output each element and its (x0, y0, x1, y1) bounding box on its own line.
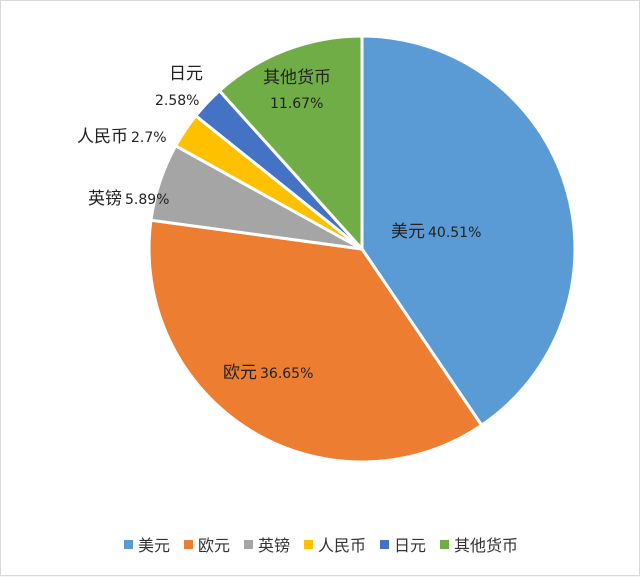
data-label-eur: 欧元 36.65% (223, 363, 313, 383)
legend-label-usd: 美元 (137, 536, 170, 555)
legend-label-other: 其他货币 (454, 536, 519, 555)
data-label-name-gbp: 英镑 (88, 189, 122, 209)
legend-swatch-cny (304, 539, 313, 549)
data-label-name-usd: 美元 (391, 222, 425, 242)
chart-legend: 美元 欧元 英镑 人民币 日元 其他货币 (1, 532, 640, 556)
legend-item-jpy: 日元 (380, 532, 426, 556)
data-label-cny: 人民币 2.7% (77, 127, 167, 147)
data-label-value-eur: 36.65% (260, 366, 313, 382)
legend-item-usd: 美元 (123, 532, 170, 556)
pie-slice-eur (147, 218, 484, 464)
data-label-value-usd: 40.51% (428, 225, 481, 241)
data-label-usd: 美元 40.51% (391, 222, 481, 242)
legend-label-cny: 人民币 (318, 536, 367, 555)
data-label-name-eur: 欧元 (223, 363, 257, 383)
data-label-value-gbp: 5.89% (125, 192, 169, 208)
pie-slice-usd (360, 34, 577, 428)
data-label-name-jpy: 日元 (169, 64, 203, 84)
data-label-value-other: 11.67% (270, 96, 323, 112)
data-label-value-cny: 2.7% (131, 130, 167, 146)
data-label-name-other: 其他货币 (263, 68, 331, 88)
legend-item-other: 其他货币 (440, 532, 518, 556)
legend-item-eur: 欧元 (183, 532, 230, 556)
legend-item-gbp: 英镑 (243, 532, 290, 556)
pie-labels: 美元 40.51% 欧元 36.65% 英镑 5.89% 人民币 2.7% 日元 2.58% 其他货… (77, 64, 481, 383)
data-label-value-jpy: 2.58% (155, 93, 199, 109)
legend-swatch-gbp (243, 539, 253, 549)
legend-swatch-jpy (380, 539, 390, 549)
legend-swatch-other (440, 539, 450, 549)
legend-label-gbp: 英镑 (257, 536, 290, 555)
data-label-name-cny: 人民币 (77, 127, 128, 147)
legend-swatch-eur (183, 539, 193, 549)
pie-slices (147, 34, 577, 464)
legend-item-cny: 人民币 (304, 532, 366, 556)
pie-slice-other (217, 34, 364, 253)
data-label-gbp: 英镑 5.89% (88, 189, 169, 209)
legend-swatch-usd (123, 539, 133, 549)
legend-label-eur: 欧元 (197, 536, 230, 555)
legend-label-jpy: 日元 (394, 536, 427, 555)
